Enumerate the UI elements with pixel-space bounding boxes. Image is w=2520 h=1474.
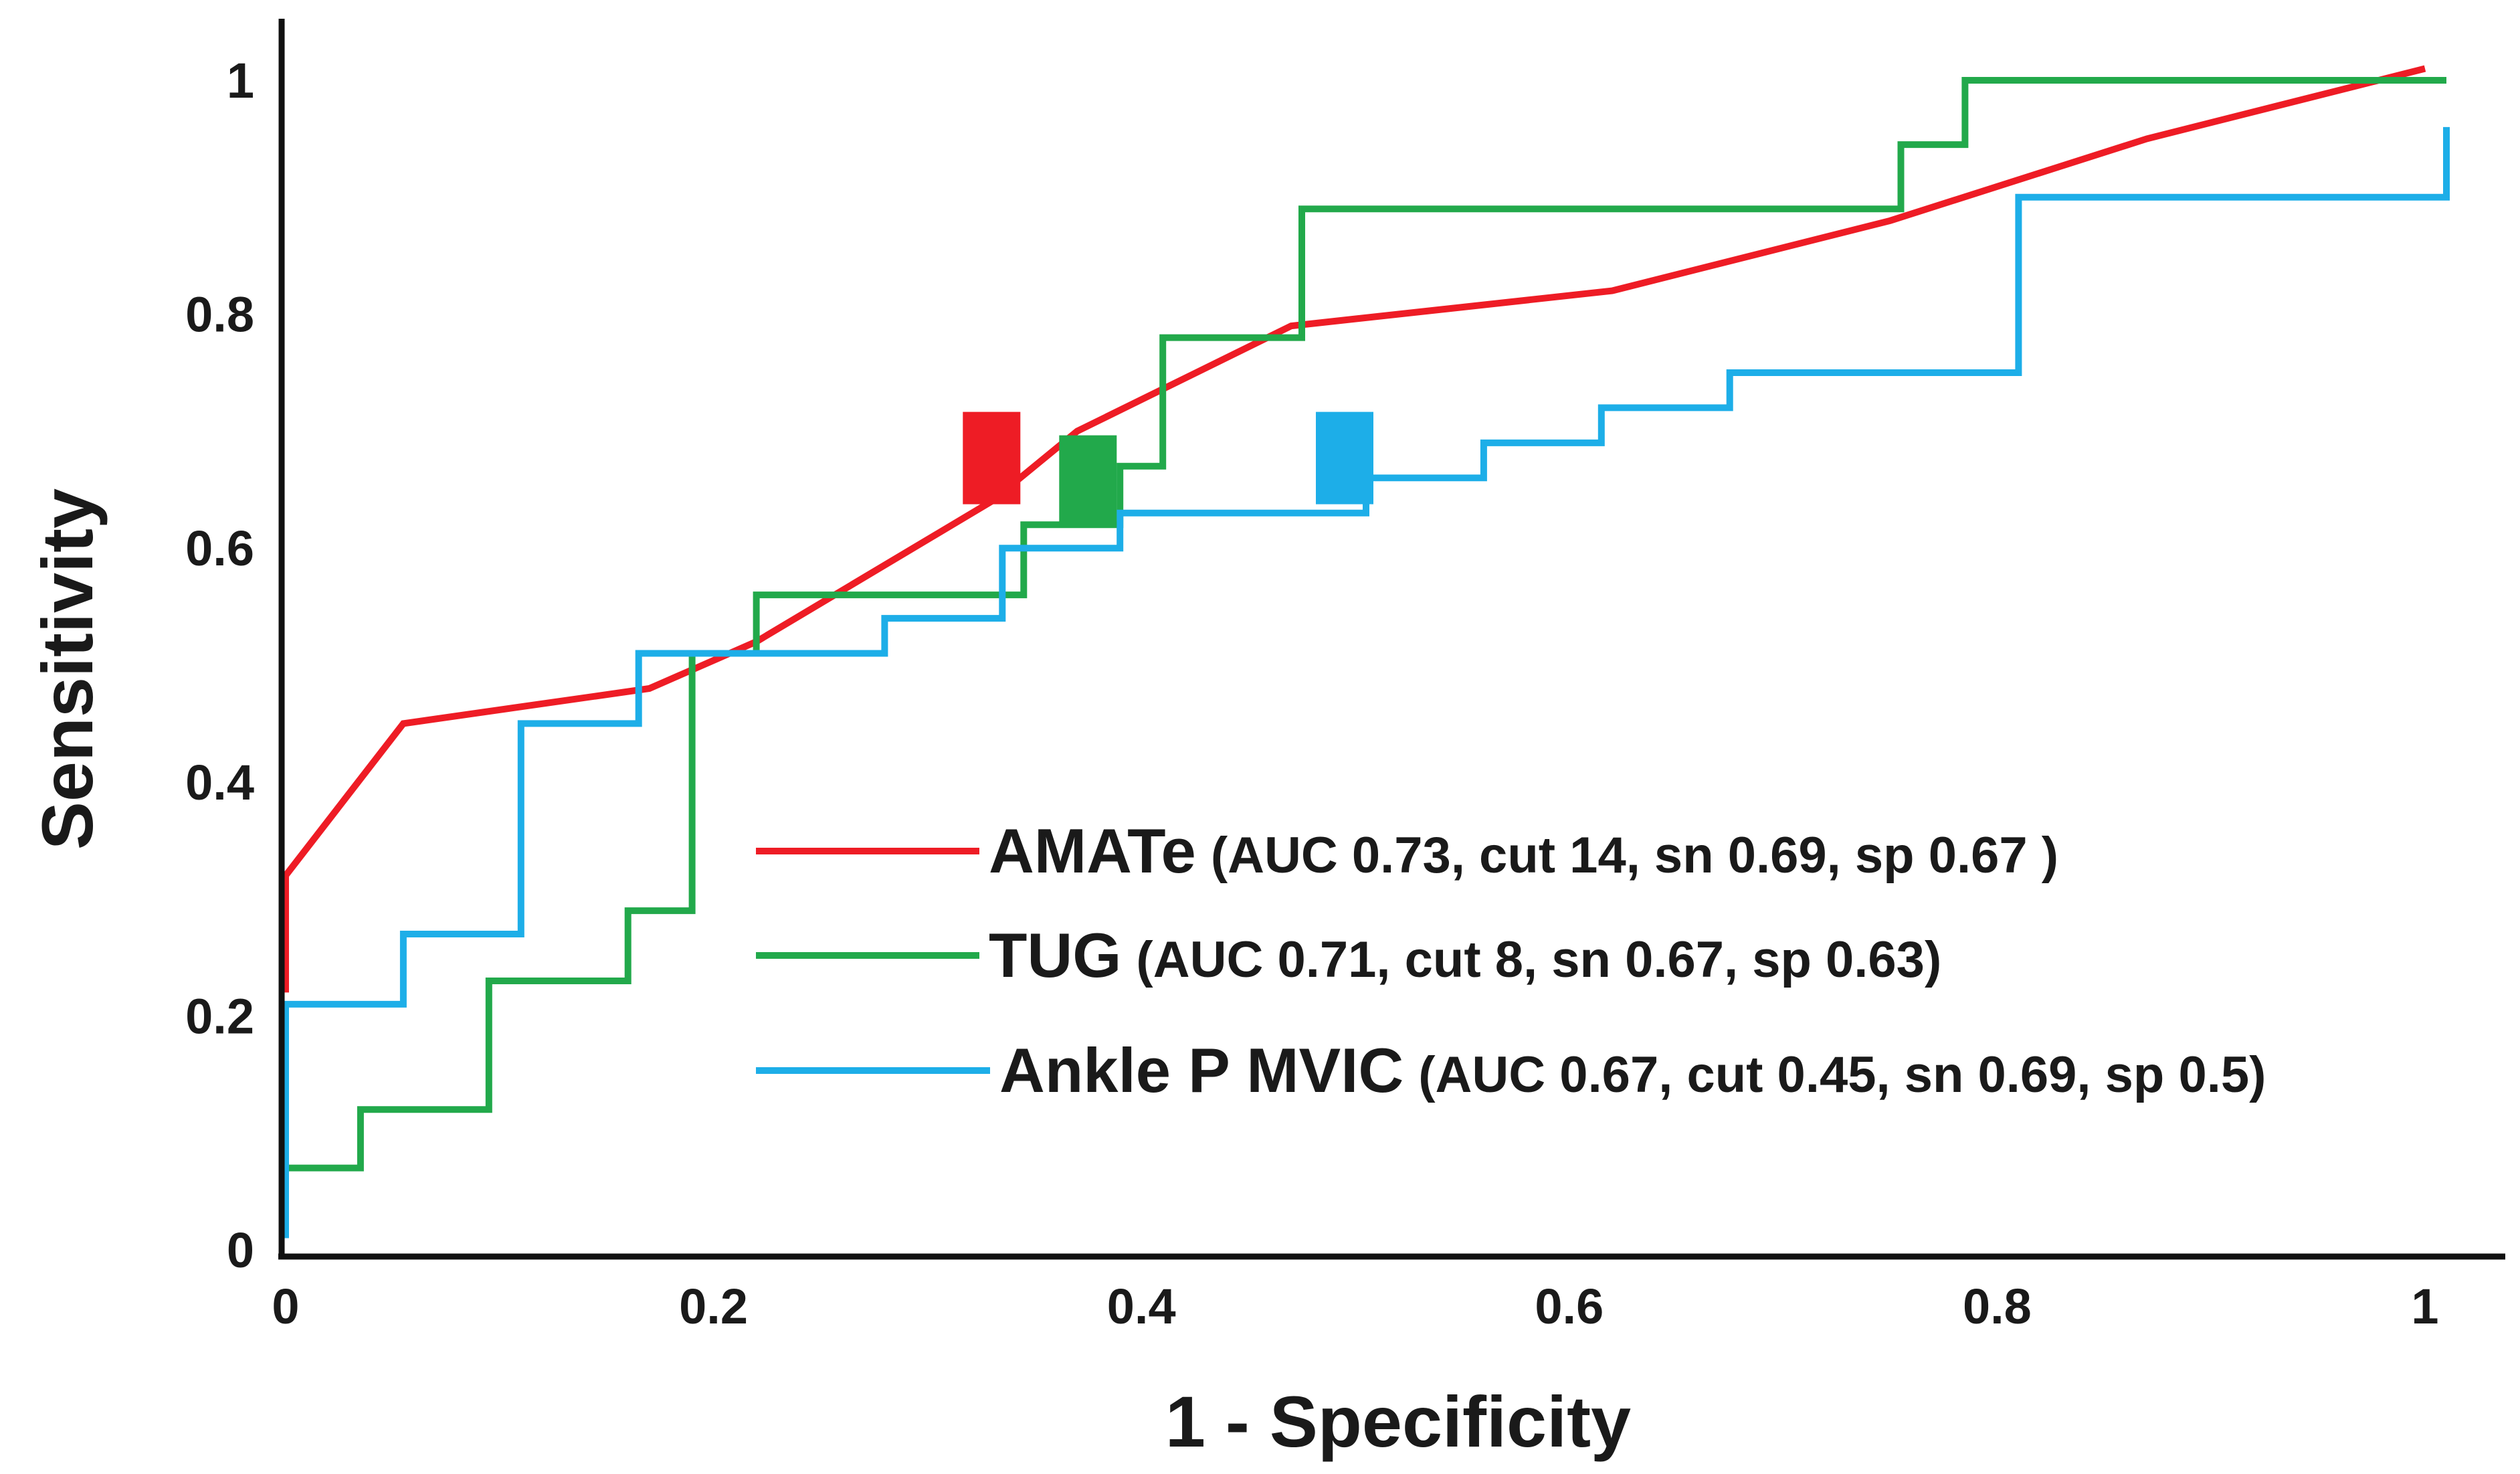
- x-tick-label: 0.4: [1107, 1279, 1176, 1334]
- y-tick-label: 0: [227, 1222, 254, 1278]
- cutoff-marker-ankle-p-mvic: [1316, 411, 1373, 504]
- legend-entry-tug: TUG (AUC 0.71, cut 8, sn 0.67, sp 0.63): [989, 920, 1941, 990]
- x-tick-label: 1: [2411, 1279, 2438, 1334]
- x-axis-title: 1 - Specificity: [1165, 1381, 1631, 1462]
- series-line-ankle-p-mvic: [282, 126, 2450, 1238]
- y-tick-label: 0.6: [185, 521, 254, 576]
- series-line-amate: [282, 65, 2426, 993]
- series-line-tug: [282, 77, 2446, 1238]
- y-tick-label: 0.4: [185, 755, 254, 810]
- x-tick-labels: 0 0.2 0.4 0.6 0.8 1: [272, 1279, 2438, 1334]
- cutoff-markers: [963, 411, 1373, 528]
- legend-series-name: AMATe: [989, 816, 1196, 886]
- legend-entry-amate: AMATe (AUC 0.73, cut 14, sn 0.69, sp 0.67…: [989, 816, 2058, 886]
- y-axis-title: Sensitivity: [27, 488, 108, 850]
- legend-entry-ankle-p-mvic: Ankle P MVIC (AUC 0.67, cut 0.45, sn 0.69…: [999, 1035, 2266, 1105]
- legend-series-name: TUG: [989, 920, 1121, 990]
- y-tick-label: 0.2: [185, 988, 254, 1044]
- x-tick-label: 0.2: [679, 1279, 748, 1334]
- legend-series-name: Ankle P MVIC: [999, 1035, 1403, 1105]
- y-tick-labels: 0 0.2 0.4 0.6 0.8 1: [185, 53, 254, 1278]
- x-tick-label: 0: [272, 1279, 299, 1334]
- legend-series-detail: (AUC 0.71, cut 8, sn 0.67, sp 0.63): [1136, 931, 1941, 988]
- legend-series-detail: (AUC 0.67, cut 0.45, sn 0.69, sp 0.5): [1418, 1046, 2266, 1103]
- roc-curves: [282, 65, 2450, 1238]
- y-tick-label: 0.8: [185, 287, 254, 343]
- axes: [278, 19, 2505, 1260]
- x-tick-label: 0.8: [1963, 1279, 2032, 1334]
- legend-series-detail: (AUC 0.73, cut 14, sn 0.69, sp 0.67 ): [1211, 827, 2058, 884]
- y-tick-label: 1: [227, 53, 254, 108]
- cutoff-marker-amate: [963, 411, 1021, 504]
- legend: AMATe (AUC 0.73, cut 14, sn 0.69, sp 0.67…: [756, 816, 2266, 1105]
- cutoff-marker-tug: [1059, 435, 1117, 528]
- x-tick-label: 0.6: [1535, 1279, 1604, 1334]
